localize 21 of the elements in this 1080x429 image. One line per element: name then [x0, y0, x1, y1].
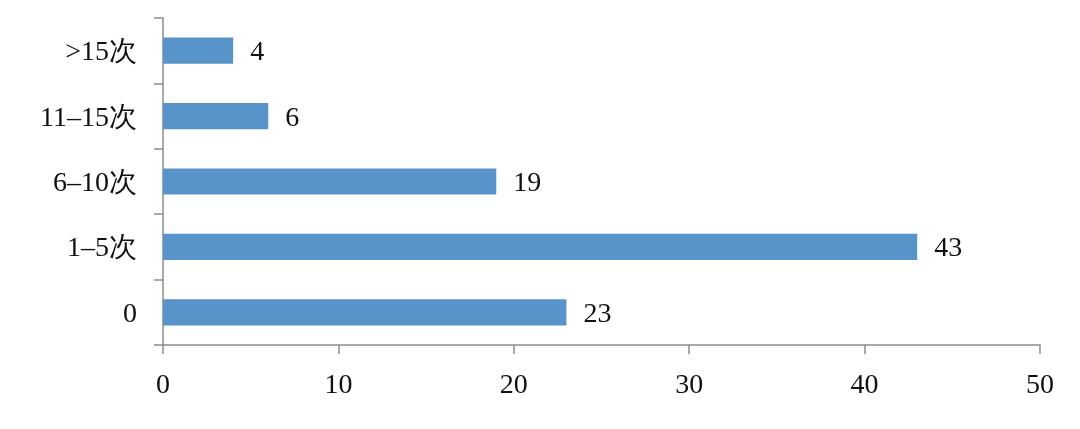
bar — [163, 37, 234, 64]
bar — [163, 103, 269, 130]
data-label: 23 — [583, 296, 612, 328]
y-tick-label: 6–10次 — [53, 166, 137, 197]
data-label: 4 — [250, 35, 265, 67]
y-tick-label: >15次 — [65, 35, 137, 67]
bar — [163, 168, 497, 195]
data-label: 19 — [513, 166, 542, 197]
x-tick-label: 30 — [675, 367, 704, 399]
x-tick-label: 50 — [1026, 367, 1054, 399]
x-tick-label: 0 — [156, 367, 170, 399]
bar — [163, 299, 567, 326]
y-tick-label: 1–5次 — [67, 231, 137, 263]
y-tick-label: 0 — [123, 296, 137, 328]
bar — [163, 233, 918, 260]
x-tick-label: 20 — [499, 367, 528, 399]
y-tick-label: 11–15次 — [40, 100, 137, 132]
x-tick-label: 10 — [324, 367, 353, 399]
x-tick-label: 40 — [850, 367, 879, 399]
data-label: 6 — [285, 100, 300, 132]
data-label: 43 — [934, 231, 963, 263]
